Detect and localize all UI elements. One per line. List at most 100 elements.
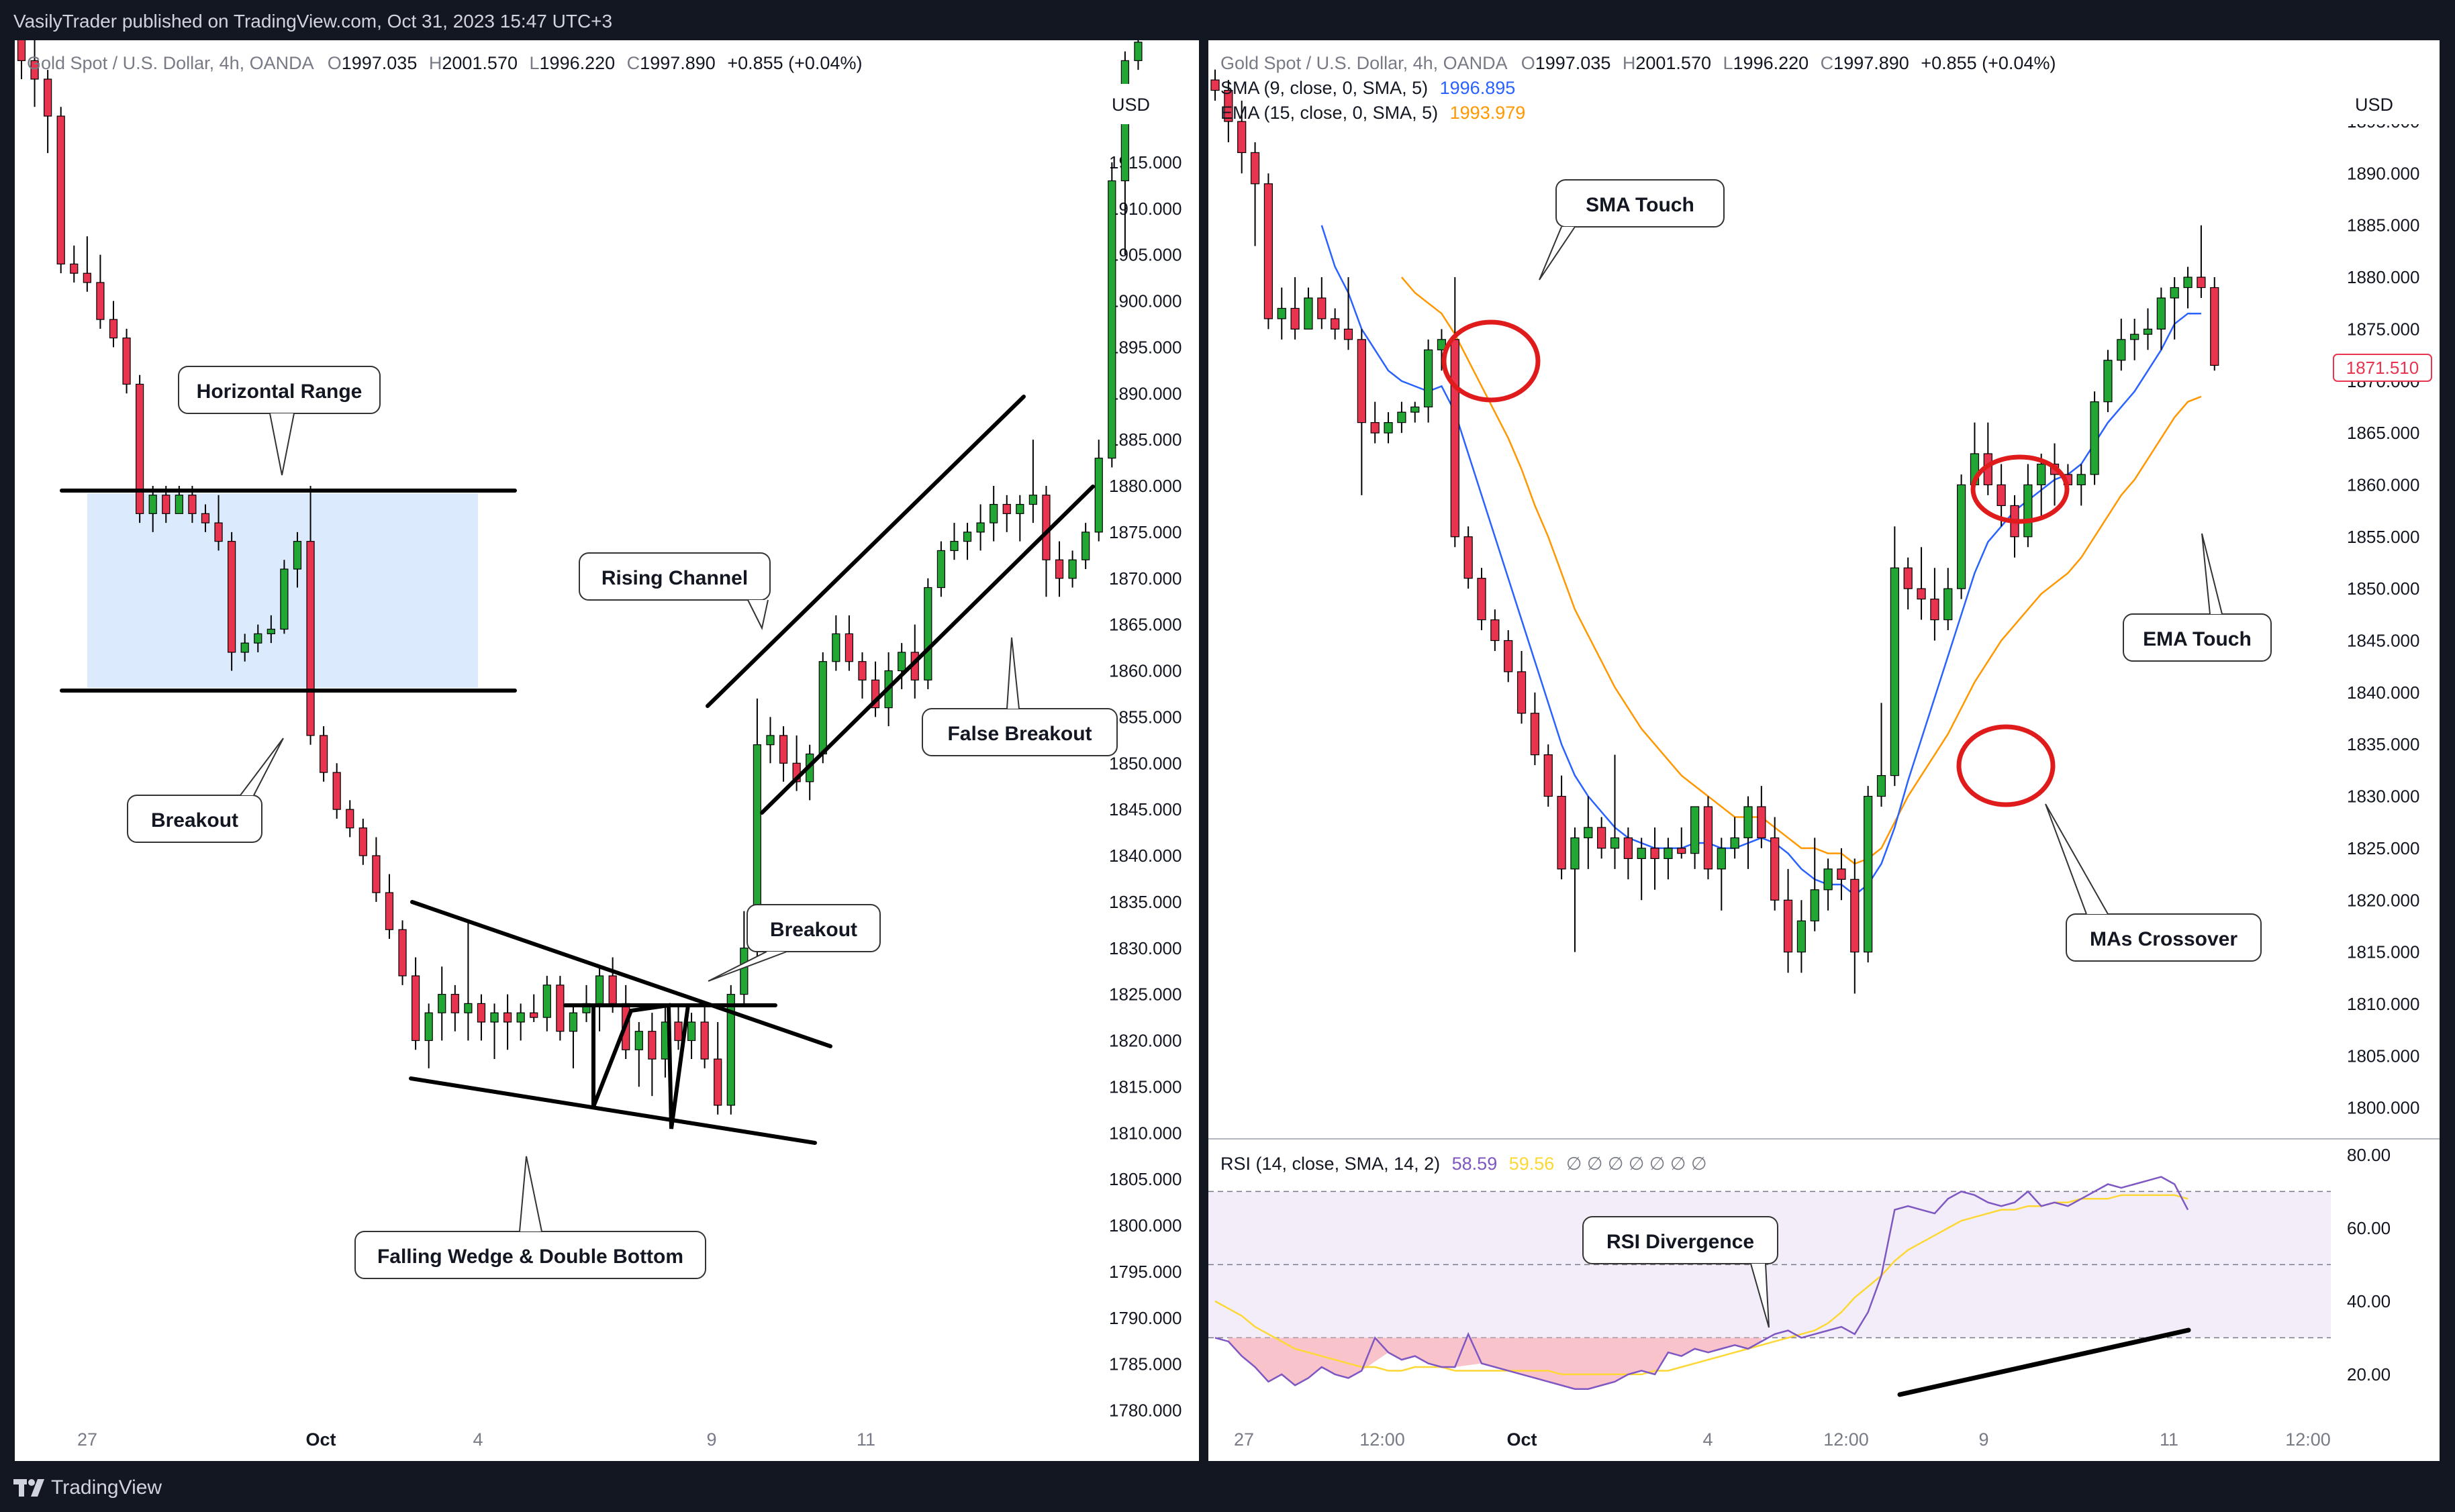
- candle-body[interactable]: [2117, 339, 2126, 361]
- candle-body[interactable]: [1996, 484, 2006, 506]
- candle-body[interactable]: [963, 532, 972, 542]
- candle-body[interactable]: [1277, 307, 1286, 319]
- candle-body[interactable]: [1956, 484, 1966, 589]
- candle-body[interactable]: [779, 735, 788, 764]
- candle-body[interactable]: [148, 495, 157, 514]
- right-chart-svg[interactable]: 1800.000 1805.000 1810.000 1815.000 1820.000…: [1208, 40, 2440, 1461]
- candle-body[interactable]: [1530, 713, 1539, 756]
- candle-body[interactable]: [1650, 848, 1659, 859]
- candle-body[interactable]: [2023, 484, 2033, 538]
- candle-body[interactable]: [1081, 532, 1090, 560]
- candle-body[interactable]: [1796, 920, 1807, 953]
- candle-body[interactable]: [2170, 287, 2179, 299]
- candle-body[interactable]: [1770, 837, 1780, 901]
- candle-body[interactable]: [976, 522, 985, 533]
- candle-body[interactable]: [201, 513, 210, 523]
- candle-body[interactable]: [608, 975, 617, 1004]
- candle-body[interactable]: [1890, 567, 1899, 776]
- candle-body[interactable]: [1002, 503, 1011, 514]
- candle-body[interactable]: [411, 975, 420, 1042]
- candle-body[interactable]: [1876, 775, 1886, 797]
- left-time-axis[interactable]: 27 Oct 4 9 11: [77, 1429, 875, 1450]
- candle-body[interactable]: [1517, 671, 1527, 714]
- candle-body[interactable]: [122, 338, 131, 385]
- left-chart-panel[interactable]: 1780.000 1785.000 1790.000 1795.000 1800.000…: [15, 40, 1199, 1461]
- candle-body[interactable]: [832, 633, 840, 662]
- candle-body[interactable]: [740, 948, 749, 995]
- candle-body[interactable]: [1134, 42, 1143, 61]
- candle-body[interactable]: [109, 319, 118, 339]
- right-candles[interactable]: [1210, 69, 2219, 994]
- candle-body[interactable]: [2090, 401, 2099, 475]
- candle-body[interactable]: [1331, 318, 1340, 330]
- candle-body[interactable]: [320, 735, 328, 773]
- candle-body[interactable]: [569, 1012, 578, 1032]
- candle-body[interactable]: [1068, 559, 1077, 579]
- candle-body[interactable]: [490, 1012, 499, 1023]
- candle-body[interactable]: [530, 1012, 538, 1018]
- candle-body[interactable]: [1690, 806, 1700, 854]
- candle-body[interactable]: [1850, 878, 1860, 953]
- candle-body[interactable]: [595, 975, 604, 1004]
- right-chart-panel[interactable]: 1800.000 1805.000 1810.000 1815.000 1820.000…: [1208, 40, 2440, 1461]
- candle-body[interactable]: [1357, 339, 1366, 423]
- candle-body[interactable]: [1490, 619, 1500, 642]
- candle-body[interactable]: [845, 633, 854, 662]
- candle-body[interactable]: [477, 1003, 486, 1023]
- candle-body[interactable]: [1930, 599, 1939, 621]
- candle-body[interactable]: [385, 892, 394, 930]
- candle-body[interactable]: [1823, 868, 1833, 891]
- candle-body[interactable]: [56, 115, 65, 264]
- candle-body[interactable]: [2197, 276, 2206, 289]
- candle-body[interactable]: [1623, 837, 1633, 859]
- candle-body[interactable]: [687, 1021, 696, 1042]
- candle-body[interactable]: [306, 541, 315, 736]
- candle-body[interactable]: [2210, 287, 2219, 366]
- candle-body[interactable]: [1450, 339, 1459, 538]
- right-price-axis[interactable]: 1800.000 1805.000 1810.000 1815.000 1820.000…: [2347, 111, 2419, 1118]
- candle-body[interactable]: [766, 735, 775, 746]
- candle-body[interactable]: [83, 272, 91, 283]
- candle-body[interactable]: [188, 495, 197, 514]
- candle-body[interactable]: [358, 827, 367, 856]
- candle-body[interactable]: [2037, 463, 2046, 486]
- candle-body[interactable]: [1317, 297, 1327, 319]
- candle-body[interactable]: [44, 79, 52, 117]
- candle-body[interactable]: [1263, 183, 1273, 319]
- right-legend[interactable]: Gold Spot / U.S. Dollar, 4h, OANDA O1997…: [1220, 53, 2056, 1174]
- candle-body[interactable]: [175, 495, 183, 514]
- candle-body[interactable]: [1557, 795, 1566, 870]
- candle-body[interactable]: [1837, 868, 1846, 880]
- footer-brand[interactable]: TradingView: [51, 1476, 162, 1499]
- candle-body[interactable]: [2103, 360, 2113, 403]
- right-currency[interactable]: USD: [2355, 95, 2393, 115]
- candle-body[interactable]: [1637, 848, 1646, 859]
- candle-body[interactable]: [950, 541, 959, 552]
- rsi-pane[interactable]: 20.00 40.00 60.00 80.00: [1208, 1145, 2391, 1390]
- candle-body[interactable]: [1783, 899, 1793, 953]
- candle-body[interactable]: [1304, 297, 1313, 330]
- candle-body[interactable]: [1055, 559, 1064, 579]
- candle-body[interactable]: [1424, 349, 1433, 408]
- candle-body[interactable]: [634, 1031, 643, 1050]
- candle-body[interactable]: [1094, 458, 1103, 533]
- candle-body[interactable]: [1570, 837, 1580, 870]
- candle-body[interactable]: [1597, 827, 1606, 849]
- candle-body[interactable]: [214, 522, 223, 542]
- candle-body[interactable]: [1343, 328, 1353, 340]
- candle-body[interactable]: [424, 1012, 433, 1042]
- candle-body[interactable]: [1743, 806, 1753, 839]
- candle-body[interactable]: [503, 1012, 512, 1023]
- left-price-axis[interactable]: 1780.000 1785.000 1790.000 1795.000 1800.000…: [1109, 106, 1182, 1421]
- candle-body[interactable]: [267, 628, 275, 635]
- candle-body[interactable]: [1397, 411, 1406, 423]
- candle-body[interactable]: [516, 1012, 525, 1023]
- left-chart-svg[interactable]: 1780.000 1785.000 1790.000 1795.000 1800.000…: [15, 40, 1199, 1461]
- candle-body[interactable]: [332, 772, 341, 810]
- candle-body[interactable]: [1943, 588, 1953, 621]
- candle-body[interactable]: [1810, 889, 1819, 921]
- candle-body[interactable]: [1250, 152, 1260, 185]
- candle-body[interactable]: [1903, 567, 1913, 589]
- candle-body[interactable]: [990, 503, 998, 523]
- candle-body[interactable]: [240, 642, 249, 653]
